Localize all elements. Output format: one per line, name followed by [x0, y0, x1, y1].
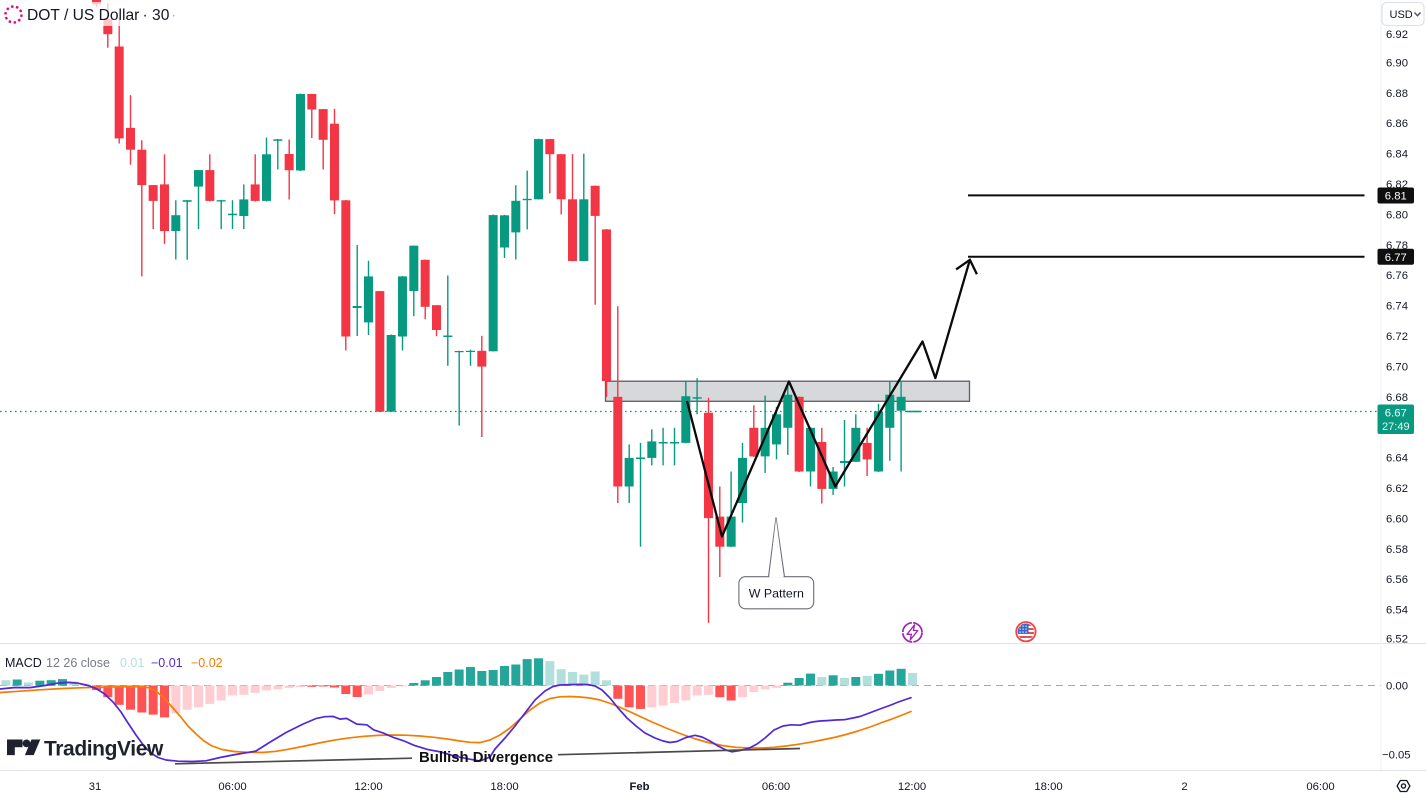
svg-text:6.54: 6.54 — [1386, 605, 1408, 617]
svg-text:6.77: 6.77 — [1385, 252, 1407, 264]
svg-text:·: · — [171, 7, 176, 24]
svg-text:TradingView: TradingView — [44, 738, 164, 761]
svg-text:6.64: 6.64 — [1386, 453, 1408, 465]
svg-text:−0.01: −0.01 — [151, 656, 183, 670]
svg-text:6.67: 6.67 — [1385, 407, 1407, 419]
svg-text:06:00: 06:00 — [1306, 781, 1334, 793]
svg-text:W Pattern: W Pattern — [749, 586, 804, 600]
svg-text:12:00: 12:00 — [354, 781, 382, 793]
svg-text:12 26 close: 12 26 close — [46, 656, 110, 670]
svg-text:18:00: 18:00 — [490, 781, 518, 793]
svg-text:6.60: 6.60 — [1386, 513, 1408, 525]
svg-text:12:00: 12:00 — [898, 781, 926, 793]
svg-text:31: 31 — [89, 781, 102, 793]
svg-text:06:00: 06:00 — [218, 781, 246, 793]
svg-text:6.81: 6.81 — [1385, 191, 1407, 203]
svg-text:6.84: 6.84 — [1386, 149, 1408, 161]
svg-text:6.68: 6.68 — [1386, 392, 1408, 404]
svg-text:6.56: 6.56 — [1386, 574, 1408, 586]
svg-text:MACD: MACD — [5, 656, 42, 670]
svg-text:6.52: 6.52 — [1386, 634, 1408, 646]
svg-text:6.88: 6.88 — [1386, 88, 1408, 100]
svg-text:6.92: 6.92 — [1386, 29, 1408, 41]
svg-text:06:00: 06:00 — [762, 781, 790, 793]
svg-text:6.90: 6.90 — [1386, 57, 1408, 69]
svg-text:0.01: 0.01 — [120, 656, 144, 670]
svg-text:2: 2 — [1181, 781, 1187, 793]
svg-text:6.86: 6.86 — [1386, 118, 1408, 130]
svg-text:Feb: Feb — [629, 781, 649, 793]
svg-text:−0.02: −0.02 — [191, 656, 223, 670]
svg-text:6.58: 6.58 — [1386, 544, 1408, 556]
svg-text:· 30: · 30 — [143, 7, 170, 24]
svg-text:6.72: 6.72 — [1386, 331, 1408, 343]
svg-text:6.76: 6.76 — [1386, 270, 1408, 282]
svg-text:Bullish Divergence: Bullish Divergence — [419, 750, 553, 766]
svg-text:USD: USD — [1390, 9, 1413, 21]
svg-text:DOT / US Dollar: DOT / US Dollar — [27, 7, 139, 24]
svg-text:−0.05: −0.05 — [1382, 750, 1411, 762]
svg-text:27:49: 27:49 — [1382, 421, 1410, 433]
svg-text:18:00: 18:00 — [1034, 781, 1062, 793]
svg-text:6.74: 6.74 — [1386, 301, 1408, 313]
svg-text:6.80: 6.80 — [1386, 209, 1408, 221]
svg-text:6.62: 6.62 — [1386, 483, 1408, 495]
svg-text:0.00: 0.00 — [1386, 681, 1408, 693]
svg-text:6.70: 6.70 — [1386, 361, 1408, 373]
